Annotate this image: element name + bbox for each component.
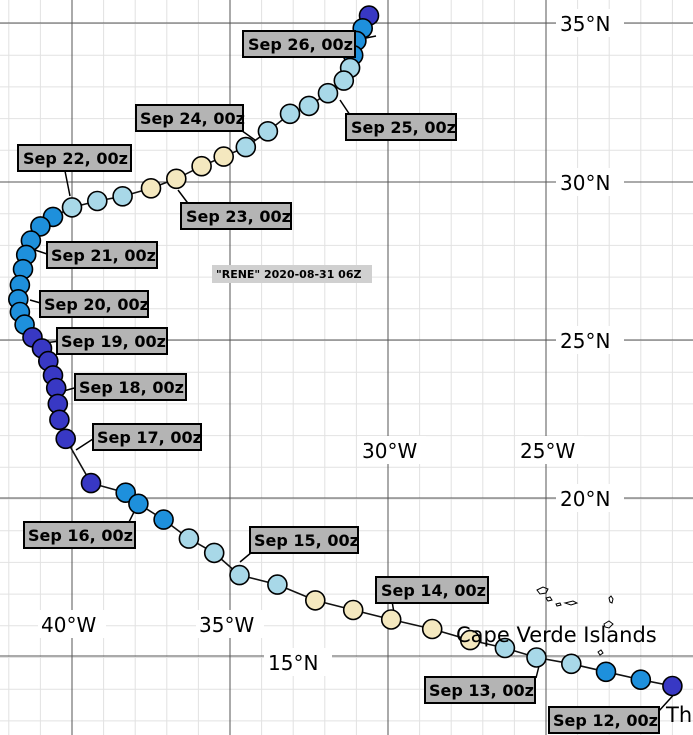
date-label-box (23, 521, 136, 549)
track-point-35 (80, 472, 102, 494)
date-label-sep13: Sep 13, 00z (429, 681, 534, 700)
track-point-12 (191, 155, 212, 177)
lat-label-bg (264, 648, 332, 676)
island-sao-nicolau (563, 600, 579, 606)
track-point-8 (279, 103, 301, 125)
date-label-sep17: Sep 17, 00z (97, 428, 202, 447)
lon-label-bg (196, 610, 264, 638)
date-label-sep15: Sep 15, 00z (254, 531, 359, 550)
map-title: "RENE" 2020-08-31 06Z (216, 268, 361, 281)
date-label-box (345, 113, 457, 141)
island-santo-antao (536, 586, 549, 595)
lat-label-bg (556, 9, 624, 37)
track-point-39 (178, 528, 200, 549)
date-label-box (74, 373, 187, 401)
date-label-sep16: Sep 16, 00z (28, 526, 133, 545)
track-point-13 (166, 168, 187, 190)
island-sal (608, 595, 614, 604)
lon-label-bg (38, 610, 106, 638)
lon-label-35w: 35°W (199, 613, 254, 637)
track-point-11 (213, 146, 234, 167)
date-label-sep19: Sep 19, 00z (61, 332, 166, 351)
island-boa-vista (603, 620, 614, 629)
track-point-14 (140, 178, 162, 199)
track-point-6 (317, 82, 339, 104)
track-point-53 (662, 675, 683, 697)
lat-label-15n: 15°N (268, 651, 318, 675)
date-label-box (56, 327, 168, 355)
track-point-38 (153, 509, 174, 530)
track-point-45 (380, 609, 402, 630)
place-label-cape-verde: Cape Verde Islands (456, 623, 657, 647)
track-point-52 (630, 669, 652, 691)
latitude-labels: 35°N 30°N 25°N 20°N 15°N (264, 9, 624, 676)
date-labels: Sep 26, 00z Sep 25, 00z Sep 24, 00z Sep … (17, 30, 660, 734)
track-point-7 (298, 95, 320, 117)
lon-label-bg (516, 436, 584, 464)
date-label-sep23: Sep 23, 00z (186, 207, 291, 226)
track-point-16 (87, 190, 108, 212)
track-point-33 (49, 409, 70, 431)
date-label-box (249, 526, 359, 554)
track-point-15 (112, 186, 133, 207)
lat-label-25n: 25°N (560, 329, 610, 353)
track-point-48 (494, 637, 516, 659)
track-point-19 (30, 216, 51, 237)
date-label-box (92, 423, 202, 451)
date-label-box (17, 144, 132, 172)
date-label-box (548, 706, 660, 734)
date-label-sep12: Sep 12, 00z (553, 711, 658, 730)
lat-label-30n: 30°N (560, 171, 610, 195)
track-point-37 (128, 493, 149, 515)
date-label-box (424, 676, 536, 704)
date-label-box (135, 104, 244, 132)
track-point-5 (333, 70, 355, 91)
date-label-box (242, 30, 356, 58)
track-point-10 (235, 136, 257, 158)
date-label-sep21: Sep 21, 00z (51, 246, 156, 265)
lat-label-bg (556, 168, 624, 196)
lat-label-bg (556, 484, 624, 512)
track-point-43 (304, 590, 326, 611)
map-title-bg (212, 265, 372, 283)
longitude-labels: 40°W 35°W 30°W 25°W (38, 436, 584, 638)
track-point-46 (421, 618, 443, 640)
date-label-sep24: Sep 24, 00z (140, 109, 245, 128)
track-point-9 (257, 121, 279, 142)
track-point-41 (229, 564, 250, 586)
lat-label-bg (556, 326, 624, 354)
track-point-34 (55, 428, 76, 450)
track-point-17 (61, 197, 83, 218)
island-sao-vicente (545, 596, 553, 602)
lon-label-25w: 25°W (520, 439, 575, 463)
track-point-49 (526, 647, 547, 668)
date-label-sep14: Sep 14, 00z (381, 581, 486, 600)
date-label-box (46, 241, 158, 269)
place-label-partial: Th (665, 703, 692, 727)
track-point-44 (342, 599, 364, 621)
date-label-sep25: Sep 25, 00z (351, 118, 456, 137)
date-label-box (39, 290, 149, 318)
lon-label-30w: 30°W (362, 439, 417, 463)
island-maio (597, 649, 604, 656)
date-label-sep22: Sep 22, 00z (23, 149, 128, 168)
island-santa-luzia (555, 602, 562, 607)
date-label-sep20: Sep 20, 00z (44, 295, 149, 314)
track-point-50 (560, 653, 582, 675)
date-label-box (180, 202, 292, 230)
storm-track-points (7, 5, 683, 697)
lon-label-bg (358, 436, 426, 464)
lon-label-40w: 40°W (41, 613, 96, 637)
date-label-box (375, 576, 489, 604)
track-point-42 (267, 574, 288, 595)
track-point-51 (595, 661, 617, 683)
track-point-47 (459, 629, 481, 651)
date-label-sep18: Sep 18, 00z (79, 378, 184, 397)
lat-label-20n: 20°N (560, 487, 610, 511)
cape-verde-islands-landmass (536, 586, 614, 656)
track-point-40 (203, 542, 225, 564)
date-label-sep26: Sep 26, 00z (248, 35, 353, 54)
lat-label-35n: 35°N (560, 12, 610, 36)
